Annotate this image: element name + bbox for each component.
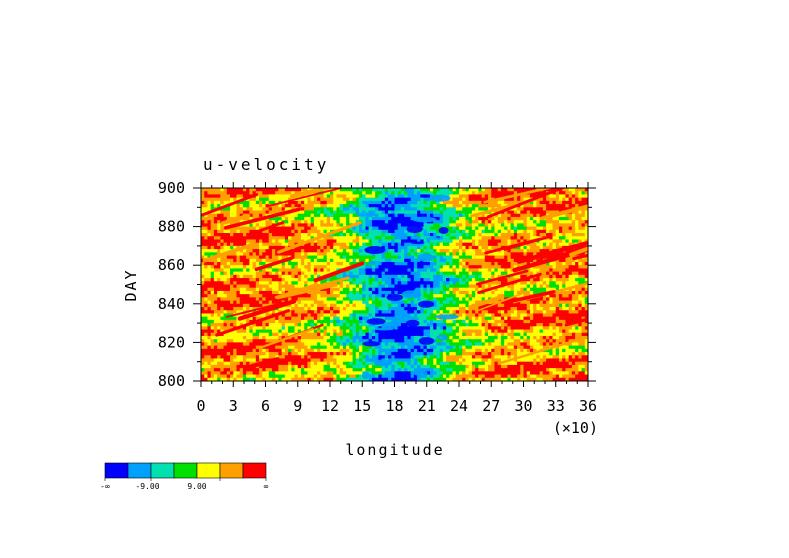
chart-title: u-velocity xyxy=(203,155,329,174)
x-tick-label: 0 xyxy=(196,397,205,415)
y-tick-label: 860 xyxy=(158,256,185,274)
colorbar-label: -∞ xyxy=(100,482,110,491)
x-tick-label: 9 xyxy=(293,397,302,415)
x-tick-label: 15 xyxy=(353,397,371,415)
x-axis-ticks: 0 3 6 9 12 15 18 21 24 27 30 33 36 xyxy=(196,182,597,415)
y-axis-ticks: 800 820 840 860 880 900 xyxy=(158,179,596,390)
colorbar-swatch xyxy=(127,462,152,479)
colorbar-swatch xyxy=(150,462,175,479)
colorbar-swatch xyxy=(242,462,267,479)
x-tick-label: 36 xyxy=(579,397,597,415)
x-axis-multiplier: (×10) xyxy=(553,419,598,437)
heatmap-streaks xyxy=(201,188,588,369)
x-tick-label: 30 xyxy=(514,397,532,415)
x-axis-title: longitude xyxy=(345,441,444,459)
x-tick-label: 12 xyxy=(321,397,339,415)
y-axis-title: DAY xyxy=(122,268,140,301)
heatmap-cores xyxy=(356,194,459,380)
x-tick-label: 33 xyxy=(547,397,565,415)
colorbar-label: ∞ xyxy=(264,482,269,491)
colorbar-label: -9.00 xyxy=(135,482,159,491)
colorbar-label: 9.00 xyxy=(187,482,206,491)
x-tick-label: 21 xyxy=(418,397,436,415)
x-tick-label: 3 xyxy=(229,397,238,415)
heatmap-field xyxy=(201,188,588,381)
x-tick-label: 18 xyxy=(385,397,403,415)
y-tick-label: 900 xyxy=(158,179,185,197)
y-tick-label: 840 xyxy=(158,295,185,313)
x-tick-label: 6 xyxy=(261,397,270,415)
x-tick-label: 27 xyxy=(482,397,500,415)
colorbar-swatch xyxy=(173,462,198,479)
colorbar-swatch xyxy=(219,462,244,479)
colorbar-swatch xyxy=(104,462,129,479)
y-tick-label: 800 xyxy=(158,372,185,390)
heatmap-cells xyxy=(201,188,588,381)
y-tick-label: 880 xyxy=(158,218,185,236)
colorbar-swatch xyxy=(196,462,221,479)
colorbar: -∞ -9.00 9.00 ∞ xyxy=(100,462,269,491)
y-tick-label: 820 xyxy=(158,333,185,351)
x-tick-label: 24 xyxy=(450,397,468,415)
